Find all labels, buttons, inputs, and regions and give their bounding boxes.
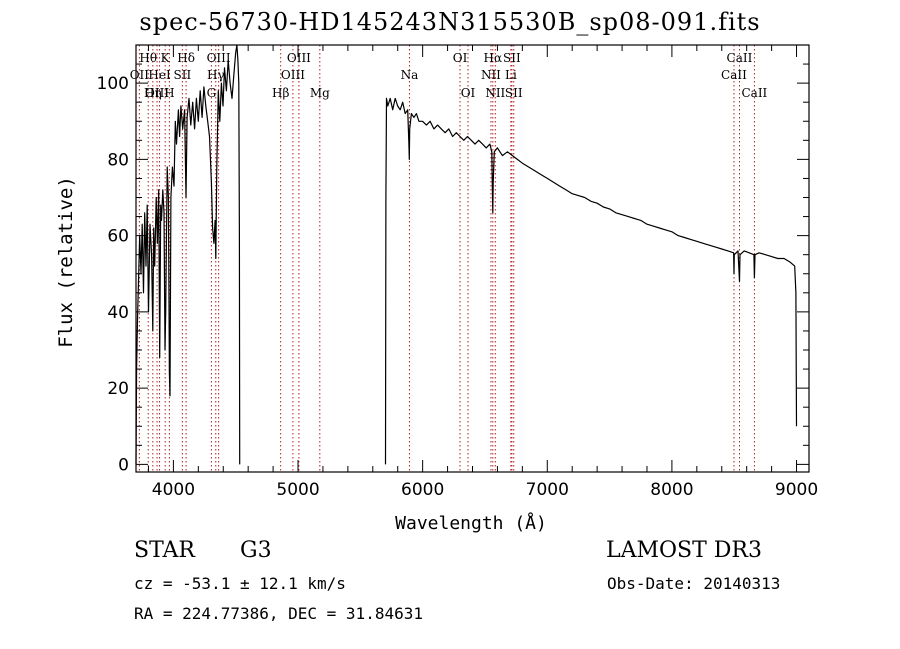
line-label: NII xyxy=(481,68,501,82)
line-label: Hη xyxy=(144,86,162,100)
line-label: NII xyxy=(485,86,505,100)
line-label: Hβ xyxy=(272,86,289,100)
line-label: HeI xyxy=(148,68,171,82)
line-labels: HθOIIHηOIIIHeIKHSIIHδHγGOIIIHβOIIIOIIIMg… xyxy=(130,51,768,100)
object-type: STAR xyxy=(134,538,195,563)
line-label: G xyxy=(207,86,217,100)
redshift-cz: cz = -53.1 ± 12.1 km/s xyxy=(134,574,346,593)
x-tick-label: 4000 xyxy=(152,480,195,500)
spectrum-series xyxy=(135,44,798,465)
tick-labels: 4000 5000 6000 7000 8000 9000 0 20 40 60 80 100 xyxy=(97,74,819,500)
y-tick-label: 40 xyxy=(107,303,129,323)
coordinates: RA = 224.77386, DEC = 31.84631 xyxy=(134,604,423,623)
line-label: SII xyxy=(505,86,523,100)
line-label: Hγ xyxy=(207,68,225,82)
y-axis-label: Flux (relative) xyxy=(55,176,77,348)
survey-name: LAMOST DR3 xyxy=(606,538,762,563)
line-label: Na xyxy=(401,68,419,82)
line-label: Li xyxy=(505,68,517,82)
line-markers xyxy=(138,45,755,472)
line-label: OIII xyxy=(207,51,231,65)
spectrum-line xyxy=(384,97,798,465)
y-tick-label: 0 xyxy=(118,455,129,475)
axis-ticks xyxy=(136,45,809,472)
y-tick-label: 20 xyxy=(107,379,129,399)
y-tick-label: 80 xyxy=(107,150,129,170)
line-label: OI xyxy=(453,51,468,65)
line-label: Mg xyxy=(310,86,330,100)
x-tick-label: 7000 xyxy=(526,480,569,500)
line-label: SII xyxy=(503,51,521,65)
line-label: SII xyxy=(174,68,192,82)
x-tick-label: 5000 xyxy=(276,480,319,500)
x-tick-label: 9000 xyxy=(775,480,818,500)
x-tick-label: 6000 xyxy=(401,480,444,500)
spectrum-line xyxy=(135,44,241,465)
line-label: OIII xyxy=(145,86,169,100)
line-label: Hδ xyxy=(177,51,195,65)
line-label: OII xyxy=(130,68,150,82)
y-tick-label: 60 xyxy=(107,227,129,247)
x-tick-label: 8000 xyxy=(650,480,693,500)
obs-date: Obs-Date: 20140313 xyxy=(607,574,781,593)
plot-frame xyxy=(135,44,810,473)
line-label: OIII xyxy=(287,51,311,65)
chart-title: spec-56730-HD145243N315530B_sp08-091.fit… xyxy=(139,8,761,36)
line-label: CaII xyxy=(727,51,753,65)
line-label: OIII xyxy=(281,68,305,82)
subclass: G3 xyxy=(240,538,272,563)
line-label: OI xyxy=(461,86,476,100)
line-label: K xyxy=(161,51,171,65)
line-label: CaII xyxy=(721,68,747,82)
y-tick-label: 100 xyxy=(97,74,129,94)
line-label: H xyxy=(164,86,174,100)
line-label: CaII xyxy=(741,86,767,100)
line-label: Hθ xyxy=(139,51,157,65)
line-label: Hα xyxy=(484,51,503,65)
x-axis-label: Wavelength (Å) xyxy=(395,512,547,534)
